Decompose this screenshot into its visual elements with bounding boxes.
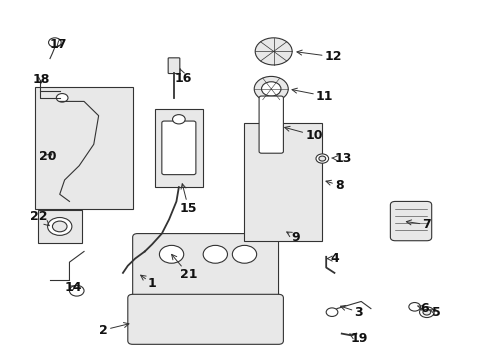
Text: 12: 12 <box>296 50 342 63</box>
Circle shape <box>325 308 337 316</box>
Circle shape <box>419 307 433 318</box>
Circle shape <box>261 82 281 96</box>
Circle shape <box>172 114 185 124</box>
Text: 21: 21 <box>171 255 197 281</box>
Text: 9: 9 <box>286 231 299 244</box>
Circle shape <box>408 302 420 311</box>
Circle shape <box>48 38 61 47</box>
Circle shape <box>69 285 84 296</box>
Text: 19: 19 <box>349 333 366 346</box>
Circle shape <box>255 38 291 65</box>
Circle shape <box>47 217 72 235</box>
Bar <box>35 87 132 208</box>
Text: 2: 2 <box>99 323 129 337</box>
FancyBboxPatch shape <box>259 96 283 153</box>
Circle shape <box>315 154 328 163</box>
Bar <box>244 123 322 241</box>
Text: 17: 17 <box>49 39 67 51</box>
FancyBboxPatch shape <box>127 294 283 344</box>
Circle shape <box>422 309 430 315</box>
Text: 10: 10 <box>284 126 322 142</box>
FancyBboxPatch shape <box>389 202 431 241</box>
Text: 4: 4 <box>326 252 338 265</box>
Bar <box>38 210 81 243</box>
Text: 20: 20 <box>39 150 57 163</box>
FancyBboxPatch shape <box>132 234 278 298</box>
Text: 8: 8 <box>325 179 343 192</box>
Text: 16: 16 <box>175 69 192 85</box>
Text: 18: 18 <box>33 73 50 86</box>
Text: 5: 5 <box>428 306 440 319</box>
Circle shape <box>159 246 183 263</box>
Text: 15: 15 <box>180 184 197 215</box>
Text: 6: 6 <box>417 302 428 315</box>
Text: 11: 11 <box>291 88 333 103</box>
Bar <box>154 109 203 187</box>
Circle shape <box>232 246 256 263</box>
FancyBboxPatch shape <box>162 121 196 175</box>
Text: 13: 13 <box>331 152 351 165</box>
Circle shape <box>56 94 68 102</box>
Circle shape <box>52 221 67 232</box>
Text: 14: 14 <box>64 281 82 294</box>
Text: 1: 1 <box>141 275 156 290</box>
Circle shape <box>254 76 287 102</box>
Text: 7: 7 <box>406 218 430 231</box>
FancyBboxPatch shape <box>168 58 180 73</box>
Text: 3: 3 <box>340 305 362 319</box>
Circle shape <box>318 156 325 161</box>
Text: 22: 22 <box>30 210 49 226</box>
Circle shape <box>203 246 227 263</box>
